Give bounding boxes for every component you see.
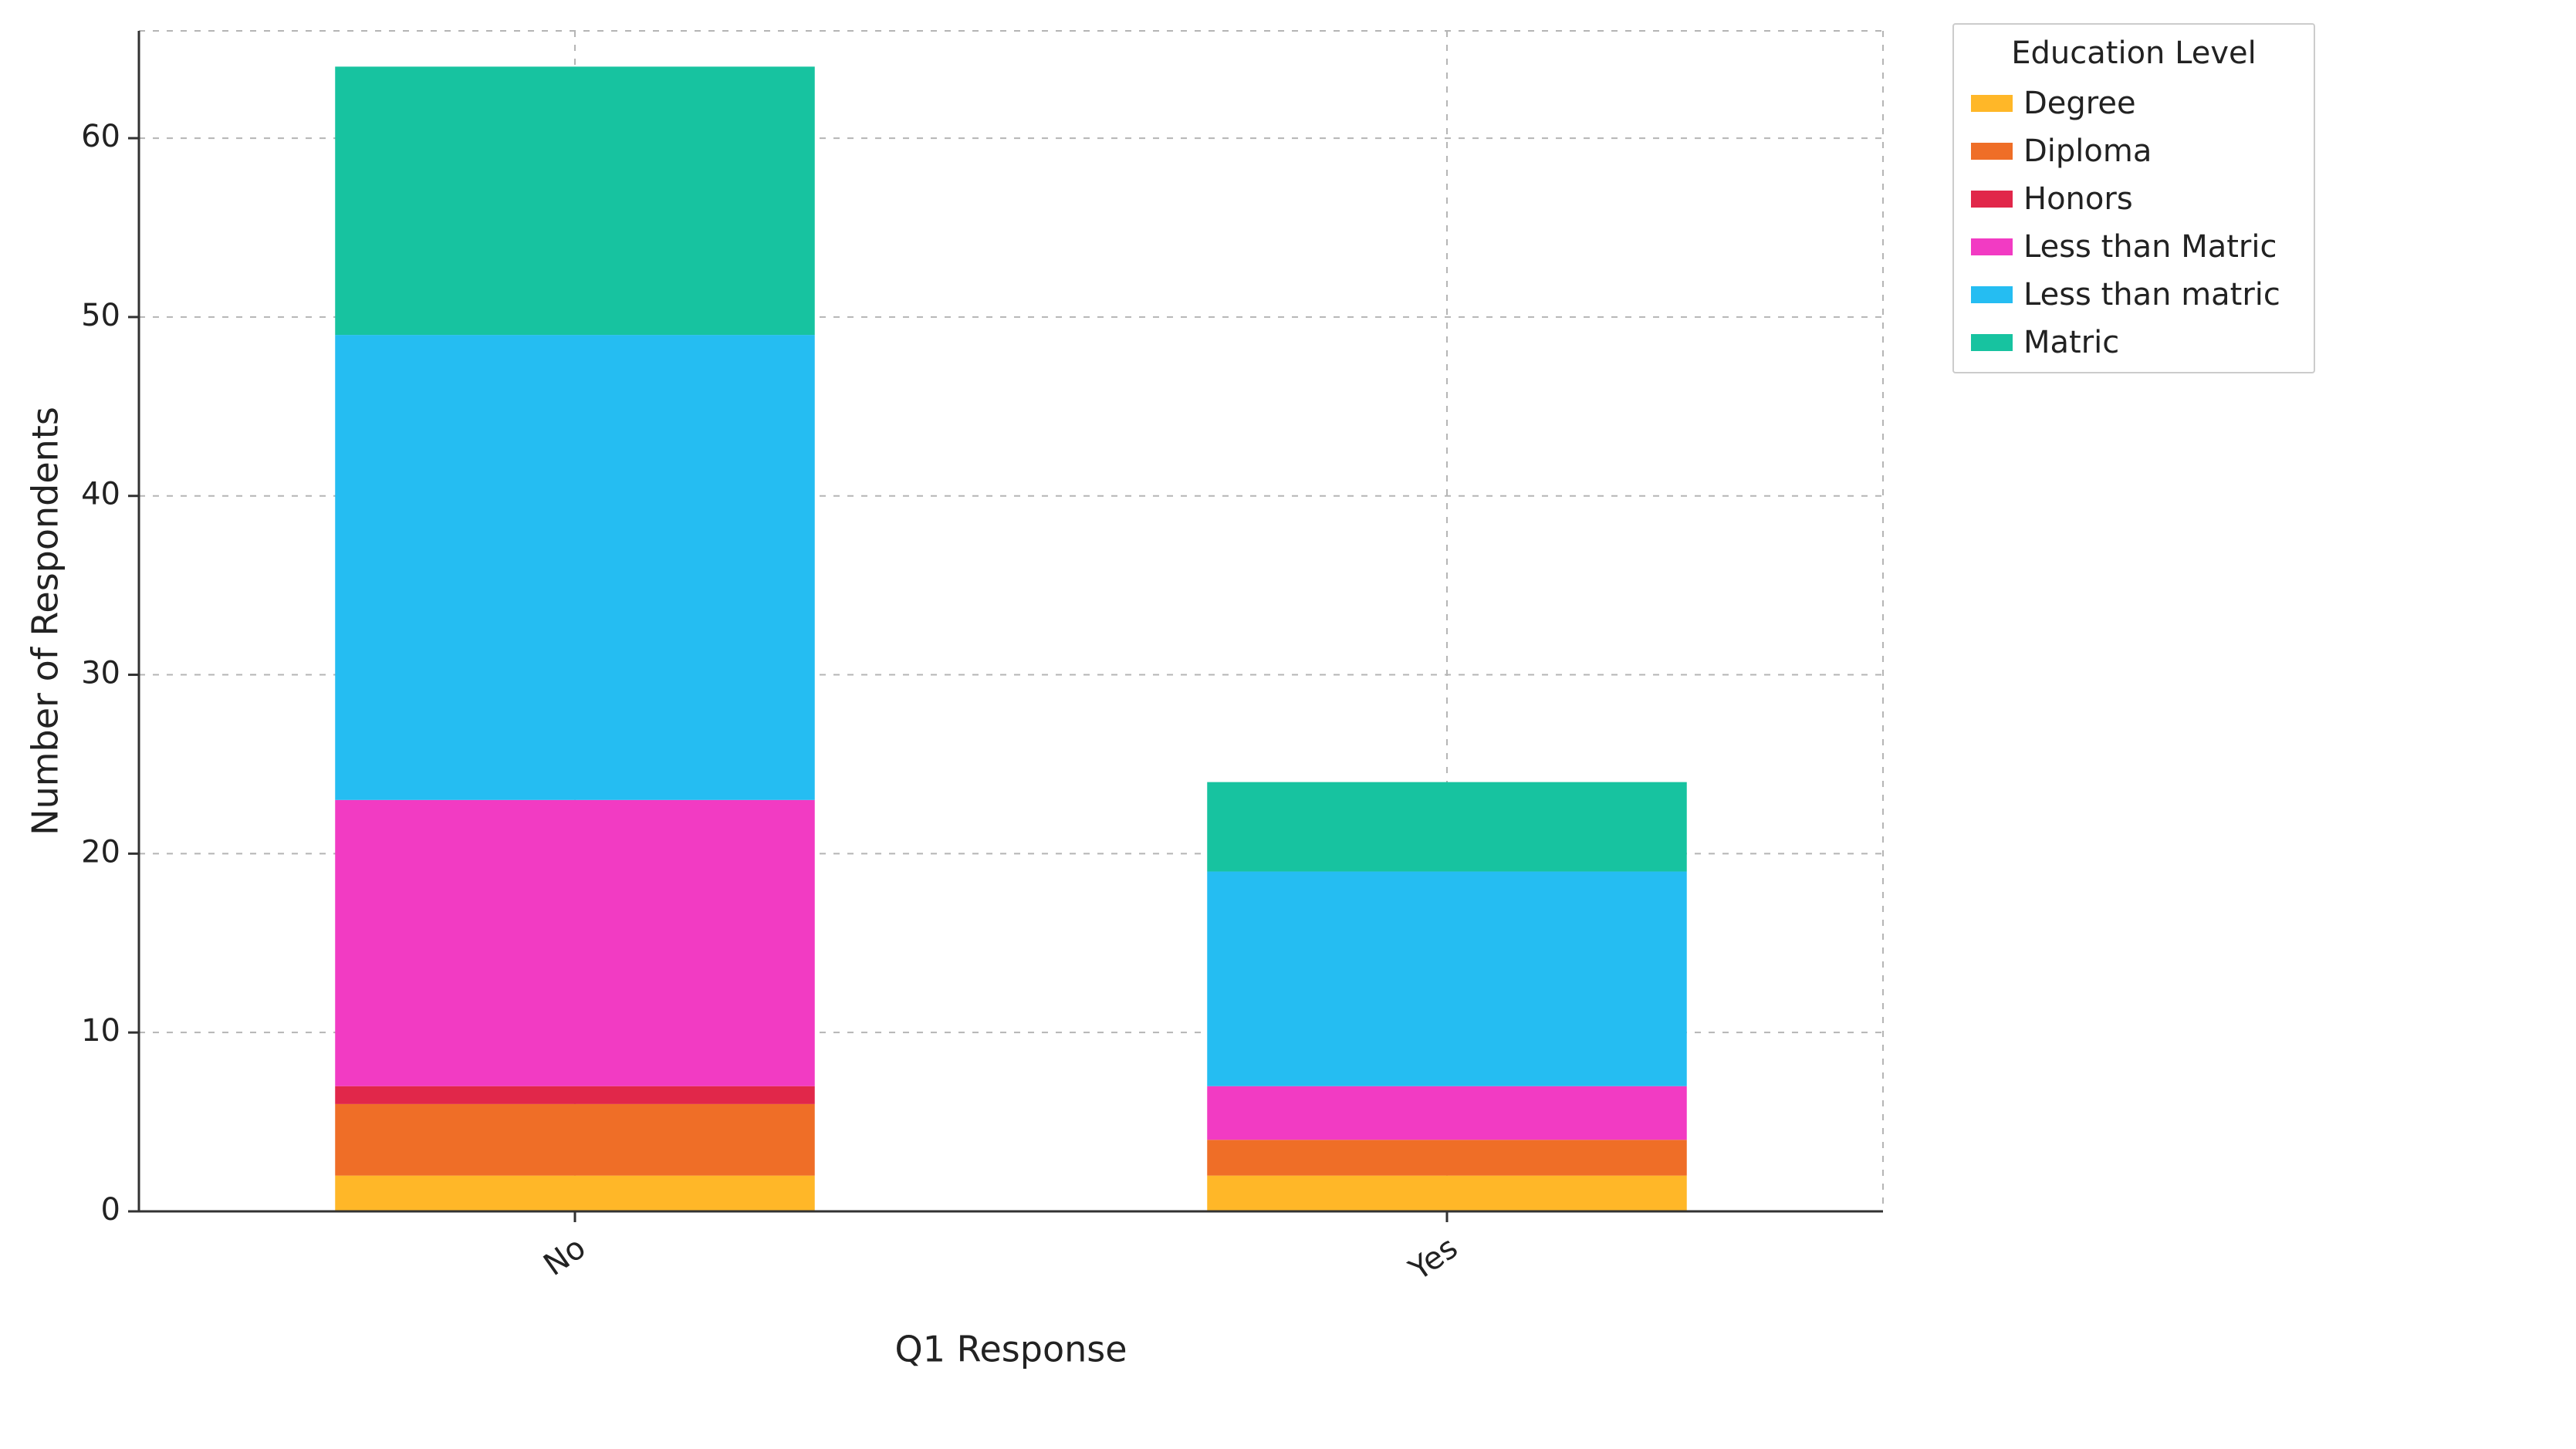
- y-tick-label: 50: [81, 298, 120, 333]
- bar-segment: [1207, 1140, 1687, 1175]
- y-tick-label: 0: [101, 1192, 120, 1228]
- legend-swatch: [1971, 238, 2013, 255]
- x-axis-label: Q1 Response: [894, 1328, 1127, 1370]
- legend-swatch: [1971, 334, 2013, 351]
- bar-segment: [335, 66, 815, 335]
- y-tick-label: 10: [81, 1013, 120, 1049]
- y-tick-label: 20: [81, 834, 120, 870]
- y-axis-label: Number of Respondents: [25, 407, 66, 836]
- bar-segment: [335, 1086, 815, 1104]
- legend-item: Honors: [1971, 184, 2297, 214]
- bar-segment: [1207, 1176, 1687, 1211]
- legend-swatch: [1971, 286, 2013, 303]
- bar-segment: [335, 800, 815, 1086]
- bar-segment: [335, 1176, 815, 1211]
- legend-swatch: [1971, 191, 2013, 208]
- legend-item: Diploma: [1971, 136, 2297, 167]
- legend-label: Less than Matric: [2023, 231, 2277, 262]
- legend-item: Less than matric: [1971, 279, 2297, 310]
- bar-segment: [1207, 872, 1687, 1086]
- legend-title: Education Level: [1971, 35, 2297, 71]
- y-tick-label: 30: [81, 656, 120, 691]
- legend-item: Matric: [1971, 327, 2297, 358]
- legend-item: Less than Matric: [1971, 231, 2297, 262]
- legend-swatch: [1971, 143, 2013, 160]
- bar-segment: [1207, 782, 1687, 872]
- legend-swatch: [1971, 95, 2013, 112]
- chart-stage: 0102030405060NoYesNumber of RespondentsQ…: [0, 0, 2576, 1449]
- legend-label: Degree: [2023, 88, 2136, 119]
- y-tick-label: 40: [81, 477, 120, 512]
- bar-segment: [335, 1104, 815, 1176]
- legend-item: Degree: [1971, 88, 2297, 119]
- legend: Education Level Degree Diploma Honors Less t…: [1952, 23, 2315, 373]
- legend-label: Less than matric: [2023, 279, 2280, 310]
- legend-label: Honors: [2023, 184, 2133, 214]
- bar-segment: [1207, 1086, 1687, 1140]
- legend-label: Matric: [2023, 327, 2119, 358]
- bar-segment: [335, 335, 815, 800]
- y-tick-label: 60: [81, 119, 120, 154]
- legend-label: Diploma: [2023, 136, 2152, 167]
